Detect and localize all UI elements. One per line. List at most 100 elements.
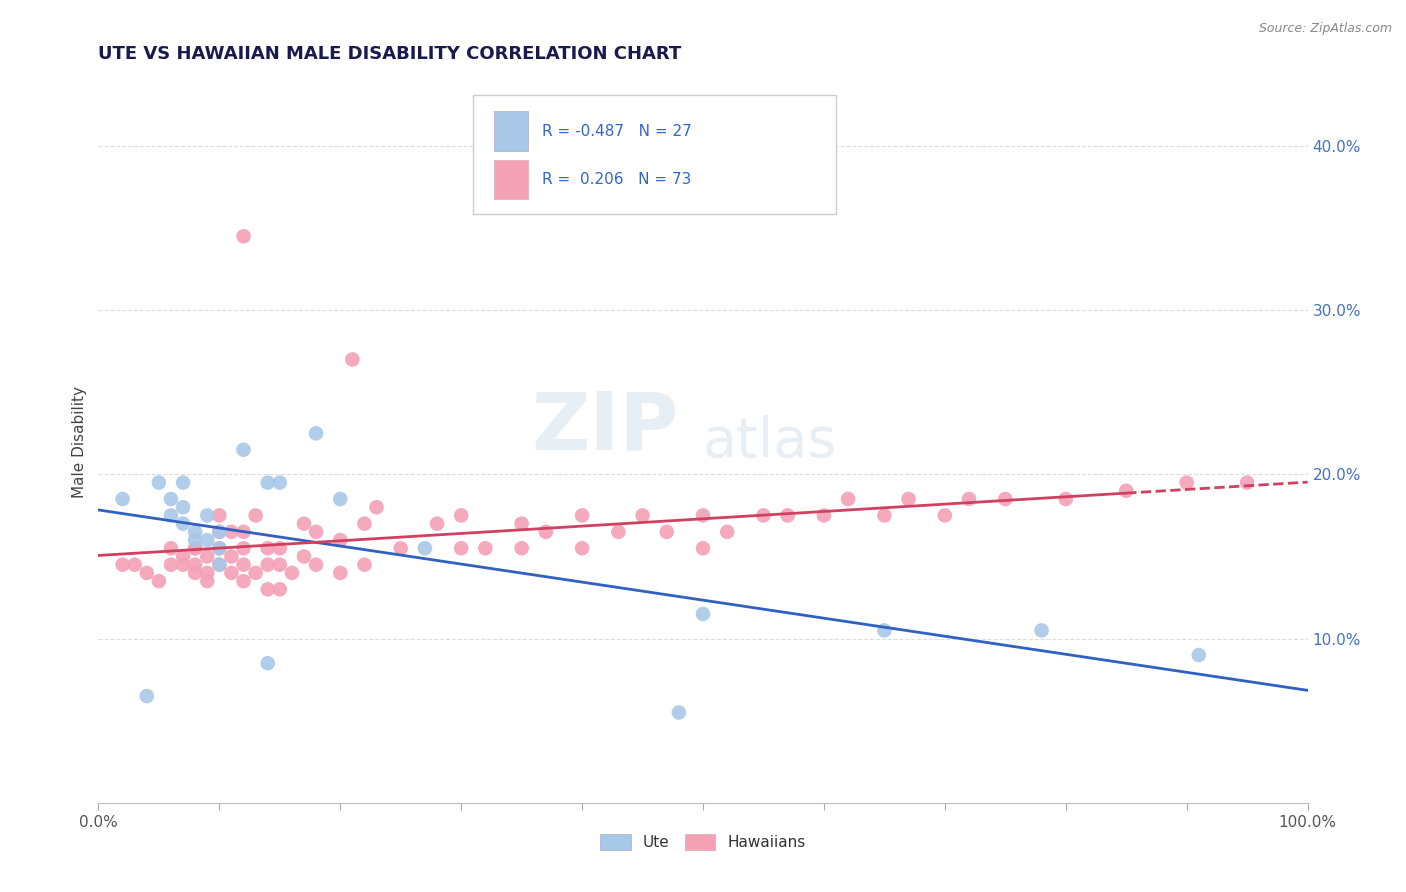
- Point: [292, 549, 315, 564]
- Point: [245, 566, 267, 580]
- Point: [208, 558, 231, 572]
- Point: [607, 524, 630, 539]
- Point: [184, 524, 207, 539]
- Point: [111, 491, 134, 506]
- Point: [329, 566, 352, 580]
- Point: [571, 508, 593, 523]
- Point: [450, 541, 472, 556]
- Text: ZIP: ZIP: [531, 388, 679, 467]
- Point: [232, 442, 254, 457]
- Point: [195, 549, 218, 564]
- Point: [366, 500, 388, 515]
- Point: [474, 541, 496, 556]
- Point: [897, 491, 920, 506]
- Point: [256, 558, 278, 572]
- Point: [534, 524, 557, 539]
- Point: [1031, 624, 1053, 638]
- Point: [655, 524, 678, 539]
- Point: [1054, 491, 1077, 506]
- Point: [160, 491, 183, 506]
- Point: [184, 558, 207, 572]
- Point: [269, 582, 291, 597]
- Point: [1115, 483, 1137, 498]
- Text: R = -0.487   N = 27: R = -0.487 N = 27: [543, 124, 692, 139]
- FancyBboxPatch shape: [494, 112, 527, 151]
- Point: [389, 541, 412, 556]
- Point: [256, 541, 278, 556]
- Point: [692, 508, 714, 523]
- Point: [256, 582, 278, 597]
- Point: [571, 541, 593, 556]
- Point: [172, 500, 194, 515]
- Point: [1175, 475, 1198, 490]
- Point: [934, 508, 956, 523]
- Point: [256, 475, 278, 490]
- Point: [148, 475, 170, 490]
- FancyBboxPatch shape: [474, 95, 837, 214]
- Point: [184, 541, 207, 556]
- Point: [208, 541, 231, 556]
- Y-axis label: Male Disability: Male Disability: [72, 385, 87, 498]
- Point: [269, 558, 291, 572]
- Point: [305, 524, 328, 539]
- Point: [510, 541, 533, 556]
- Point: [135, 689, 157, 703]
- Point: [752, 508, 775, 523]
- Point: [305, 426, 328, 441]
- Point: [668, 706, 690, 720]
- Point: [837, 491, 859, 506]
- Point: [232, 229, 254, 244]
- Text: R =  0.206   N = 73: R = 0.206 N = 73: [543, 172, 692, 187]
- Point: [184, 533, 207, 547]
- Point: [160, 508, 183, 523]
- Legend: Ute, Hawaiians: Ute, Hawaiians: [593, 829, 813, 856]
- Point: [281, 566, 304, 580]
- Point: [450, 508, 472, 523]
- Point: [232, 558, 254, 572]
- Point: [245, 508, 267, 523]
- Point: [184, 541, 207, 556]
- Point: [148, 574, 170, 588]
- Point: [135, 566, 157, 580]
- Text: atlas: atlas: [703, 415, 838, 468]
- Text: UTE VS HAWAIIAN MALE DISABILITY CORRELATION CHART: UTE VS HAWAIIAN MALE DISABILITY CORRELAT…: [98, 45, 682, 63]
- Point: [342, 352, 364, 367]
- Point: [184, 566, 207, 580]
- Point: [292, 516, 315, 531]
- Point: [256, 657, 278, 671]
- Point: [208, 508, 231, 523]
- Point: [776, 508, 799, 523]
- Point: [208, 524, 231, 539]
- Point: [631, 508, 654, 523]
- Point: [716, 524, 738, 539]
- Point: [692, 607, 714, 621]
- Point: [994, 491, 1017, 506]
- Point: [124, 558, 146, 572]
- Point: [160, 541, 183, 556]
- Point: [813, 508, 835, 523]
- Point: [208, 541, 231, 556]
- Point: [172, 516, 194, 531]
- Point: [232, 574, 254, 588]
- Point: [195, 574, 218, 588]
- FancyBboxPatch shape: [494, 160, 527, 200]
- Point: [329, 491, 352, 506]
- Point: [172, 558, 194, 572]
- Point: [305, 558, 328, 572]
- Point: [269, 475, 291, 490]
- Point: [221, 549, 243, 564]
- Point: [232, 524, 254, 539]
- Point: [111, 558, 134, 572]
- Point: [232, 541, 254, 556]
- Point: [221, 524, 243, 539]
- Point: [1188, 648, 1211, 662]
- Point: [172, 549, 194, 564]
- Point: [172, 475, 194, 490]
- Point: [195, 566, 218, 580]
- Point: [269, 541, 291, 556]
- Point: [426, 516, 449, 531]
- Point: [221, 566, 243, 580]
- Point: [195, 533, 218, 547]
- Point: [692, 541, 714, 556]
- Point: [195, 508, 218, 523]
